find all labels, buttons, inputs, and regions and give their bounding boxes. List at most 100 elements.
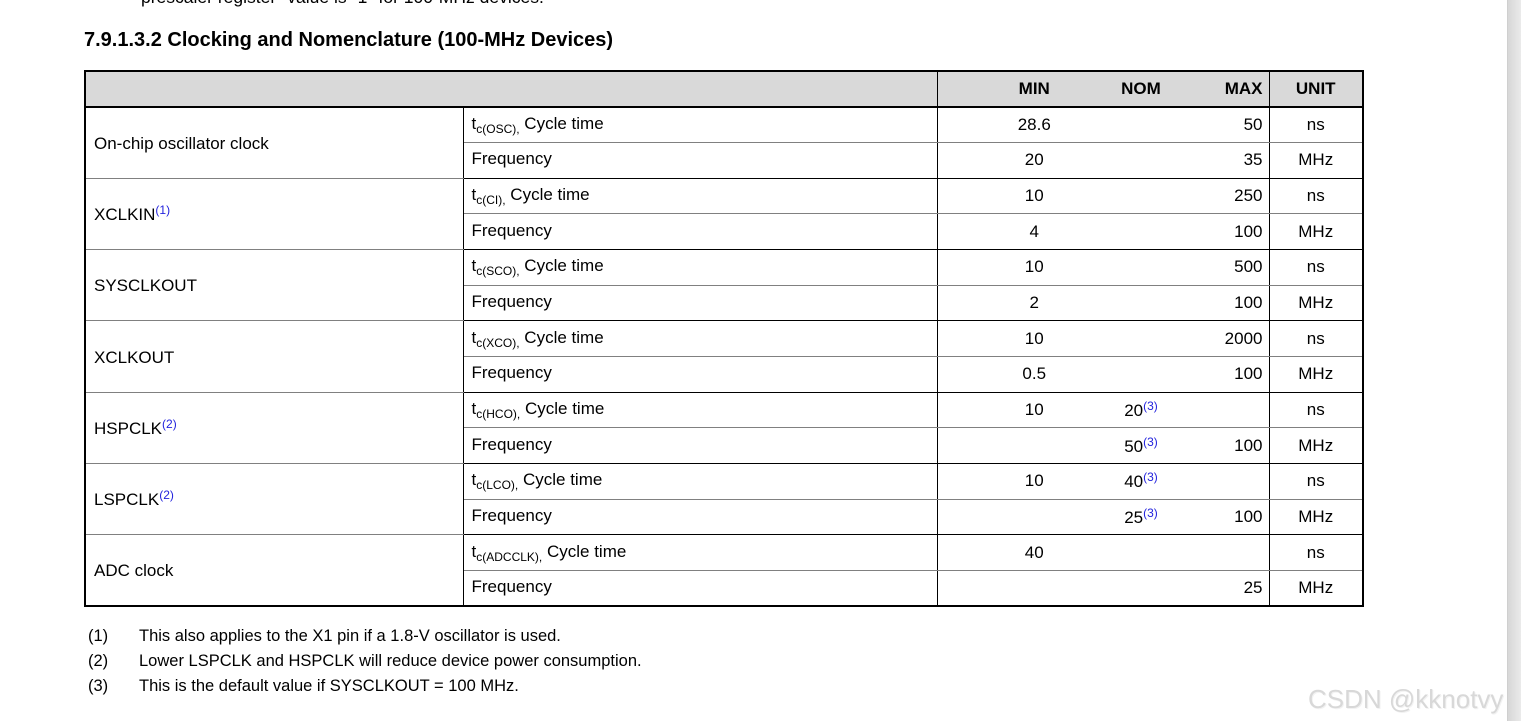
max-cell: 100 bbox=[1196, 499, 1270, 536]
spec-cell: Frequency bbox=[463, 142, 938, 179]
spec-cell: Frequency bbox=[463, 427, 938, 465]
nom-cell bbox=[1086, 142, 1196, 179]
footnotes: (1) This also applies to the X1 pin if a… bbox=[88, 624, 642, 698]
table-row: LSPCLK(2) tc(LCO), Cycle time 10 40(3) n… bbox=[85, 463, 1363, 536]
param-label: On-chip oscillator clock bbox=[94, 133, 269, 153]
max-cell: 500 bbox=[1196, 249, 1270, 286]
footnote-ref: (1) bbox=[155, 202, 171, 217]
unit-cell: ns bbox=[1269, 106, 1363, 143]
nom-cell bbox=[1086, 534, 1196, 572]
unit-cell: MHz bbox=[1269, 142, 1363, 179]
clipped-text: prescaler register" value is "1" for 100… bbox=[141, 0, 761, 7]
min-cell: 4 bbox=[937, 213, 1086, 250]
max-cell: 100 bbox=[1196, 213, 1270, 250]
param-cell: On-chip oscillator clock bbox=[85, 106, 464, 179]
spec-cell: Frequency bbox=[463, 285, 938, 322]
spec-cell: tc(LCO), Cycle time bbox=[463, 463, 938, 500]
unit-cell: MHz bbox=[1269, 570, 1363, 607]
unit-cell: ns bbox=[1269, 178, 1363, 215]
unit-cell: ns bbox=[1269, 249, 1363, 286]
min-cell bbox=[937, 427, 1086, 465]
nom-cell: 25(3) bbox=[1086, 499, 1196, 536]
symbol-subscript: c(HCO), bbox=[476, 407, 521, 422]
max-cell: 100 bbox=[1196, 356, 1270, 393]
section-title: 7.9.1.3.2 Clocking and Nomenclature (100… bbox=[84, 29, 614, 51]
nom-cell: 50(3) bbox=[1086, 427, 1196, 465]
min-cell: 10 bbox=[937, 178, 1086, 215]
symbol-subscript: c(LCO), bbox=[476, 478, 519, 493]
symbol-subscript: c(ADCCLK), bbox=[476, 549, 543, 564]
nom-cell bbox=[1086, 320, 1196, 357]
footnote-text: This also applies to the X1 pin if a 1.8… bbox=[139, 627, 561, 645]
table-row: On-chip oscillator clock tc(OSC), Cycle … bbox=[85, 106, 1363, 179]
header-nom: NOM bbox=[1086, 71, 1196, 108]
clipped-previous-paragraph: prescaler register" value is "1" for 100… bbox=[141, 0, 761, 9]
param-cell: LSPCLK(2) bbox=[85, 463, 464, 536]
table-row: Frequency 0.5 100 MHz bbox=[85, 356, 1363, 393]
min-cell: 10 bbox=[937, 249, 1086, 286]
footnote-1: (1) This also applies to the X1 pin if a… bbox=[88, 624, 642, 649]
table-row: SYSCLKOUT tc(SCO), Cycle time 10 500 ns bbox=[85, 249, 1363, 322]
header-max: MAX bbox=[1196, 71, 1270, 108]
min-cell bbox=[937, 570, 1086, 607]
vertical-scrollbar[interactable] bbox=[1507, 0, 1521, 721]
min-cell: 10 bbox=[937, 463, 1086, 500]
symbol-subscript: c(SCO), bbox=[476, 264, 520, 279]
max-cell: 250 bbox=[1196, 178, 1270, 215]
spec-cell: Frequency bbox=[463, 213, 938, 250]
param-cell: SYSCLKOUT bbox=[85, 249, 464, 322]
table-row: Frequency 2 100 MHz bbox=[85, 285, 1363, 322]
unit-cell: ns bbox=[1269, 392, 1363, 429]
param-cell: XCLKOUT bbox=[85, 320, 464, 393]
table-row: Frequency 50(3) 100 MHz bbox=[85, 427, 1363, 465]
footnote-text: This is the default value if SYSCLKOUT =… bbox=[139, 676, 519, 695]
header-min: MIN bbox=[937, 71, 1086, 108]
table-row: XCLKIN(1) tc(CI), Cycle time 10 250 ns bbox=[85, 178, 1363, 250]
spec-cell: tc(CI), Cycle time bbox=[463, 178, 938, 215]
min-cell: 40 bbox=[937, 534, 1086, 572]
spec-cell: Frequency bbox=[463, 570, 938, 607]
max-cell: 2000 bbox=[1196, 320, 1270, 357]
max-cell bbox=[1196, 392, 1270, 429]
nom-cell bbox=[1086, 570, 1196, 607]
min-cell: 10 bbox=[937, 320, 1086, 357]
param-label: XCLKIN bbox=[94, 204, 156, 224]
csdn-watermark: CSDN @kknotvy bbox=[1308, 684, 1504, 714]
nom-cell bbox=[1086, 249, 1196, 286]
min-cell: 28.6 bbox=[937, 106, 1086, 143]
unit-cell: MHz bbox=[1269, 285, 1363, 322]
footnote-ref: (2) bbox=[162, 416, 177, 431]
unit-cell: MHz bbox=[1269, 356, 1363, 393]
spec-cell: tc(ADCCLK), Cycle time bbox=[463, 534, 938, 572]
max-cell: 100 bbox=[1196, 427, 1270, 465]
table-row: Frequency 25(3) 100 MHz bbox=[85, 499, 1363, 536]
max-cell: 35 bbox=[1196, 142, 1270, 179]
table-row: HSPCLK(2) tc(HCO), Cycle time 10 20(3) n… bbox=[85, 392, 1363, 465]
unit-cell: MHz bbox=[1269, 427, 1363, 465]
spec-cell: tc(XCO), Cycle time bbox=[463, 320, 938, 357]
min-cell: 0.5 bbox=[937, 356, 1086, 393]
max-cell bbox=[1196, 534, 1270, 572]
unit-cell: ns bbox=[1269, 320, 1363, 357]
header-blank-cell bbox=[85, 71, 938, 108]
spec-cell: Frequency bbox=[463, 499, 938, 536]
footnote-ref: (3) bbox=[1143, 399, 1158, 414]
spec-cell: Frequency bbox=[463, 356, 938, 393]
param-label: XCLKOUT bbox=[94, 347, 175, 367]
min-cell: 10 bbox=[937, 392, 1086, 429]
footnote-ref: (3) bbox=[1143, 506, 1158, 521]
max-cell: 100 bbox=[1196, 285, 1270, 322]
symbol-subscript: c(XCO), bbox=[476, 335, 520, 350]
footnote-number: (2) bbox=[88, 651, 109, 670]
nom-cell: 20(3) bbox=[1086, 392, 1196, 429]
param-cell: ADC clock bbox=[85, 534, 464, 607]
max-cell: 25 bbox=[1196, 570, 1270, 607]
nom-cell bbox=[1086, 213, 1196, 250]
footnote-ref: (3) bbox=[1143, 470, 1158, 485]
unit-cell: ns bbox=[1269, 534, 1363, 572]
unit-cell: MHz bbox=[1269, 213, 1363, 250]
param-cell: HSPCLK(2) bbox=[85, 392, 464, 465]
footnote-3: (3) This is the default value if SYSCLKO… bbox=[88, 674, 642, 699]
symbol-subscript: c(CI), bbox=[476, 192, 506, 207]
table-row: Frequency 4 100 MHz bbox=[85, 213, 1363, 250]
